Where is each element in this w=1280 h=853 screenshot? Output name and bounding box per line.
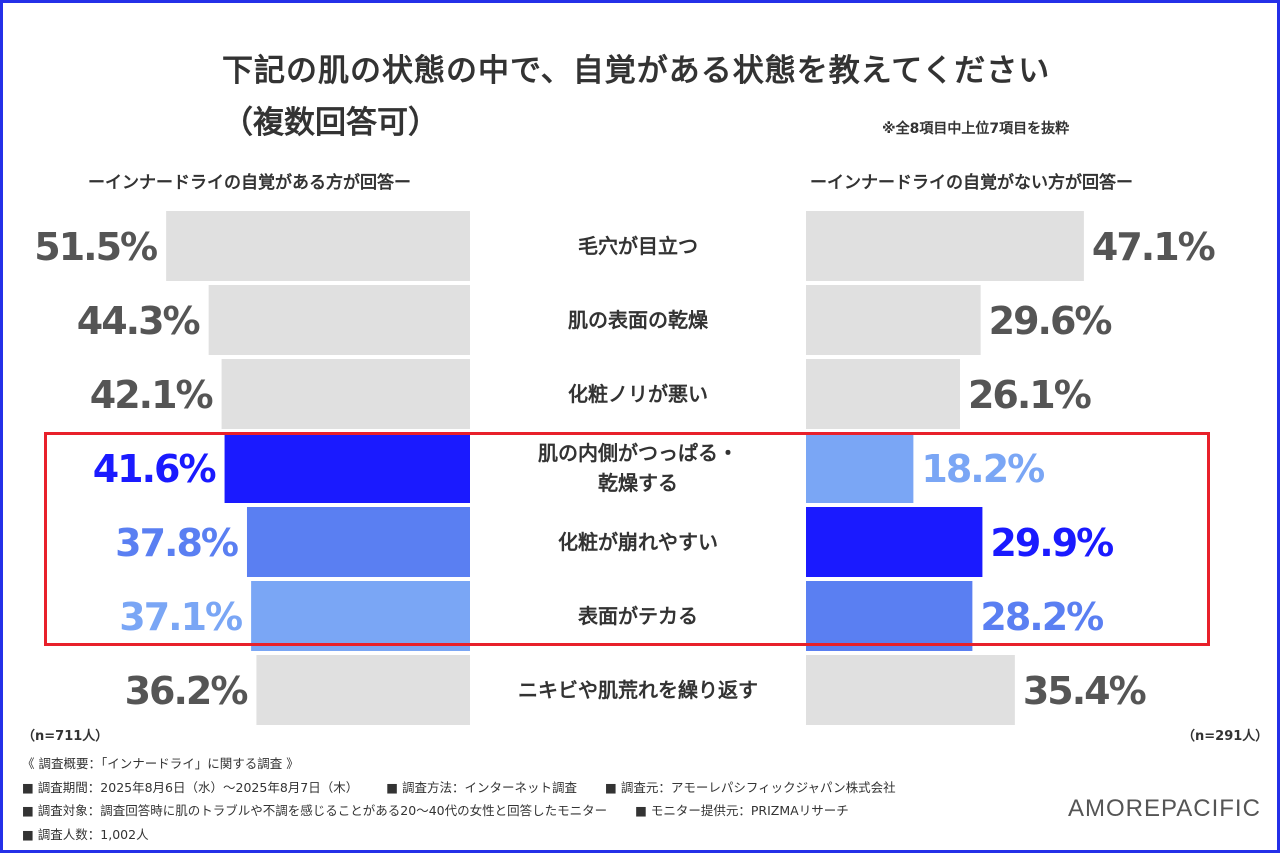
right-value-label: 47.1%: [1092, 225, 1215, 269]
selection-note: ※全8項目中上位7項目を抜粋: [882, 121, 1070, 137]
category-label: 肌の表面の乾燥: [568, 308, 709, 332]
left-sample-size: （n=711人）: [22, 729, 109, 744]
category-label: 化粧ノリが悪い: [568, 382, 708, 406]
survey-summary: 《 調査概要：「インナードライ」に関する調査 》 ■ 調査期間：2025年8月6…: [22, 752, 896, 846]
chart-subtitle: （複数回答可）: [222, 105, 439, 141]
right-bar: [806, 655, 1015, 725]
left-bar: [221, 359, 470, 429]
left-value-label: 42.1%: [90, 373, 213, 417]
right-bar: [806, 581, 973, 651]
left-bar: [246, 507, 470, 577]
brand-logo: AMOREPACIFIC: [1068, 795, 1261, 822]
left-bar: [224, 433, 470, 503]
survey-period: ■ 調査期間：2025年8月6日（水）〜2025年8月7日（木）: [22, 779, 359, 795]
survey-target: ■ 調査対象：調査回答時に肌のトラブルや不調を感じることがある20〜40代の女性…: [22, 803, 608, 818]
survey-provider: ■ モニター提供元：PRIZMAリサーチ: [635, 803, 849, 818]
left-value-label: 44.3%: [77, 299, 200, 343]
survey-count: ■ 調査人数：1,002人: [22, 826, 149, 842]
right-value-label: 29.6%: [989, 299, 1112, 343]
left-series-heading: ーインナードライの自覚がある方が回答ー: [88, 173, 411, 193]
left-value-label: 37.8%: [115, 521, 238, 565]
survey-organizer: ■ 調査元：アモーレパシフィックジャパン株式会社: [605, 779, 896, 795]
right-bar: [806, 285, 981, 355]
left-value-label: 37.1%: [119, 595, 242, 639]
left-value-label: 36.2%: [125, 669, 248, 713]
left-value-label: 51.5%: [34, 225, 157, 269]
left-bar: [251, 581, 470, 651]
right-value-label: 29.9%: [990, 521, 1113, 565]
right-value-label: 26.1%: [968, 373, 1091, 417]
category-label: ニキビや肌荒れを繰り返す: [518, 678, 758, 702]
left-bar: [208, 285, 470, 355]
category-label: 表面がテカる: [578, 604, 698, 628]
right-sample-size: （n=291人）: [1182, 729, 1269, 744]
right-series-heading: ーインナードライの自覚がない方が回答ー: [810, 173, 1133, 193]
right-value-label: 18.2%: [921, 447, 1044, 491]
right-bar: [806, 433, 914, 503]
right-bar: [806, 507, 983, 577]
chart-title: 下記の肌の状態の中で、自覚がある状態を教えてください: [222, 53, 1051, 89]
highlight-box: [44, 432, 1210, 646]
right-value-label: 28.2%: [980, 595, 1103, 639]
right-value-label: 35.4%: [1023, 669, 1146, 713]
right-bar: [806, 359, 960, 429]
survey-method: ■ 調査方法：インターネット調査: [386, 779, 578, 795]
category-label: 毛穴が目立つ: [578, 234, 698, 258]
left-bar: [256, 655, 470, 725]
left-bar: [166, 211, 470, 281]
category-label: 肌の内側がつっぱる・乾燥する: [538, 441, 738, 495]
left-value-label: 41.6%: [93, 447, 216, 491]
survey-header: 《 調査概要：「インナードライ」に関する調査 》: [22, 756, 299, 771]
category-label: 化粧が崩れやすい: [558, 530, 718, 554]
right-bar: [806, 211, 1084, 281]
